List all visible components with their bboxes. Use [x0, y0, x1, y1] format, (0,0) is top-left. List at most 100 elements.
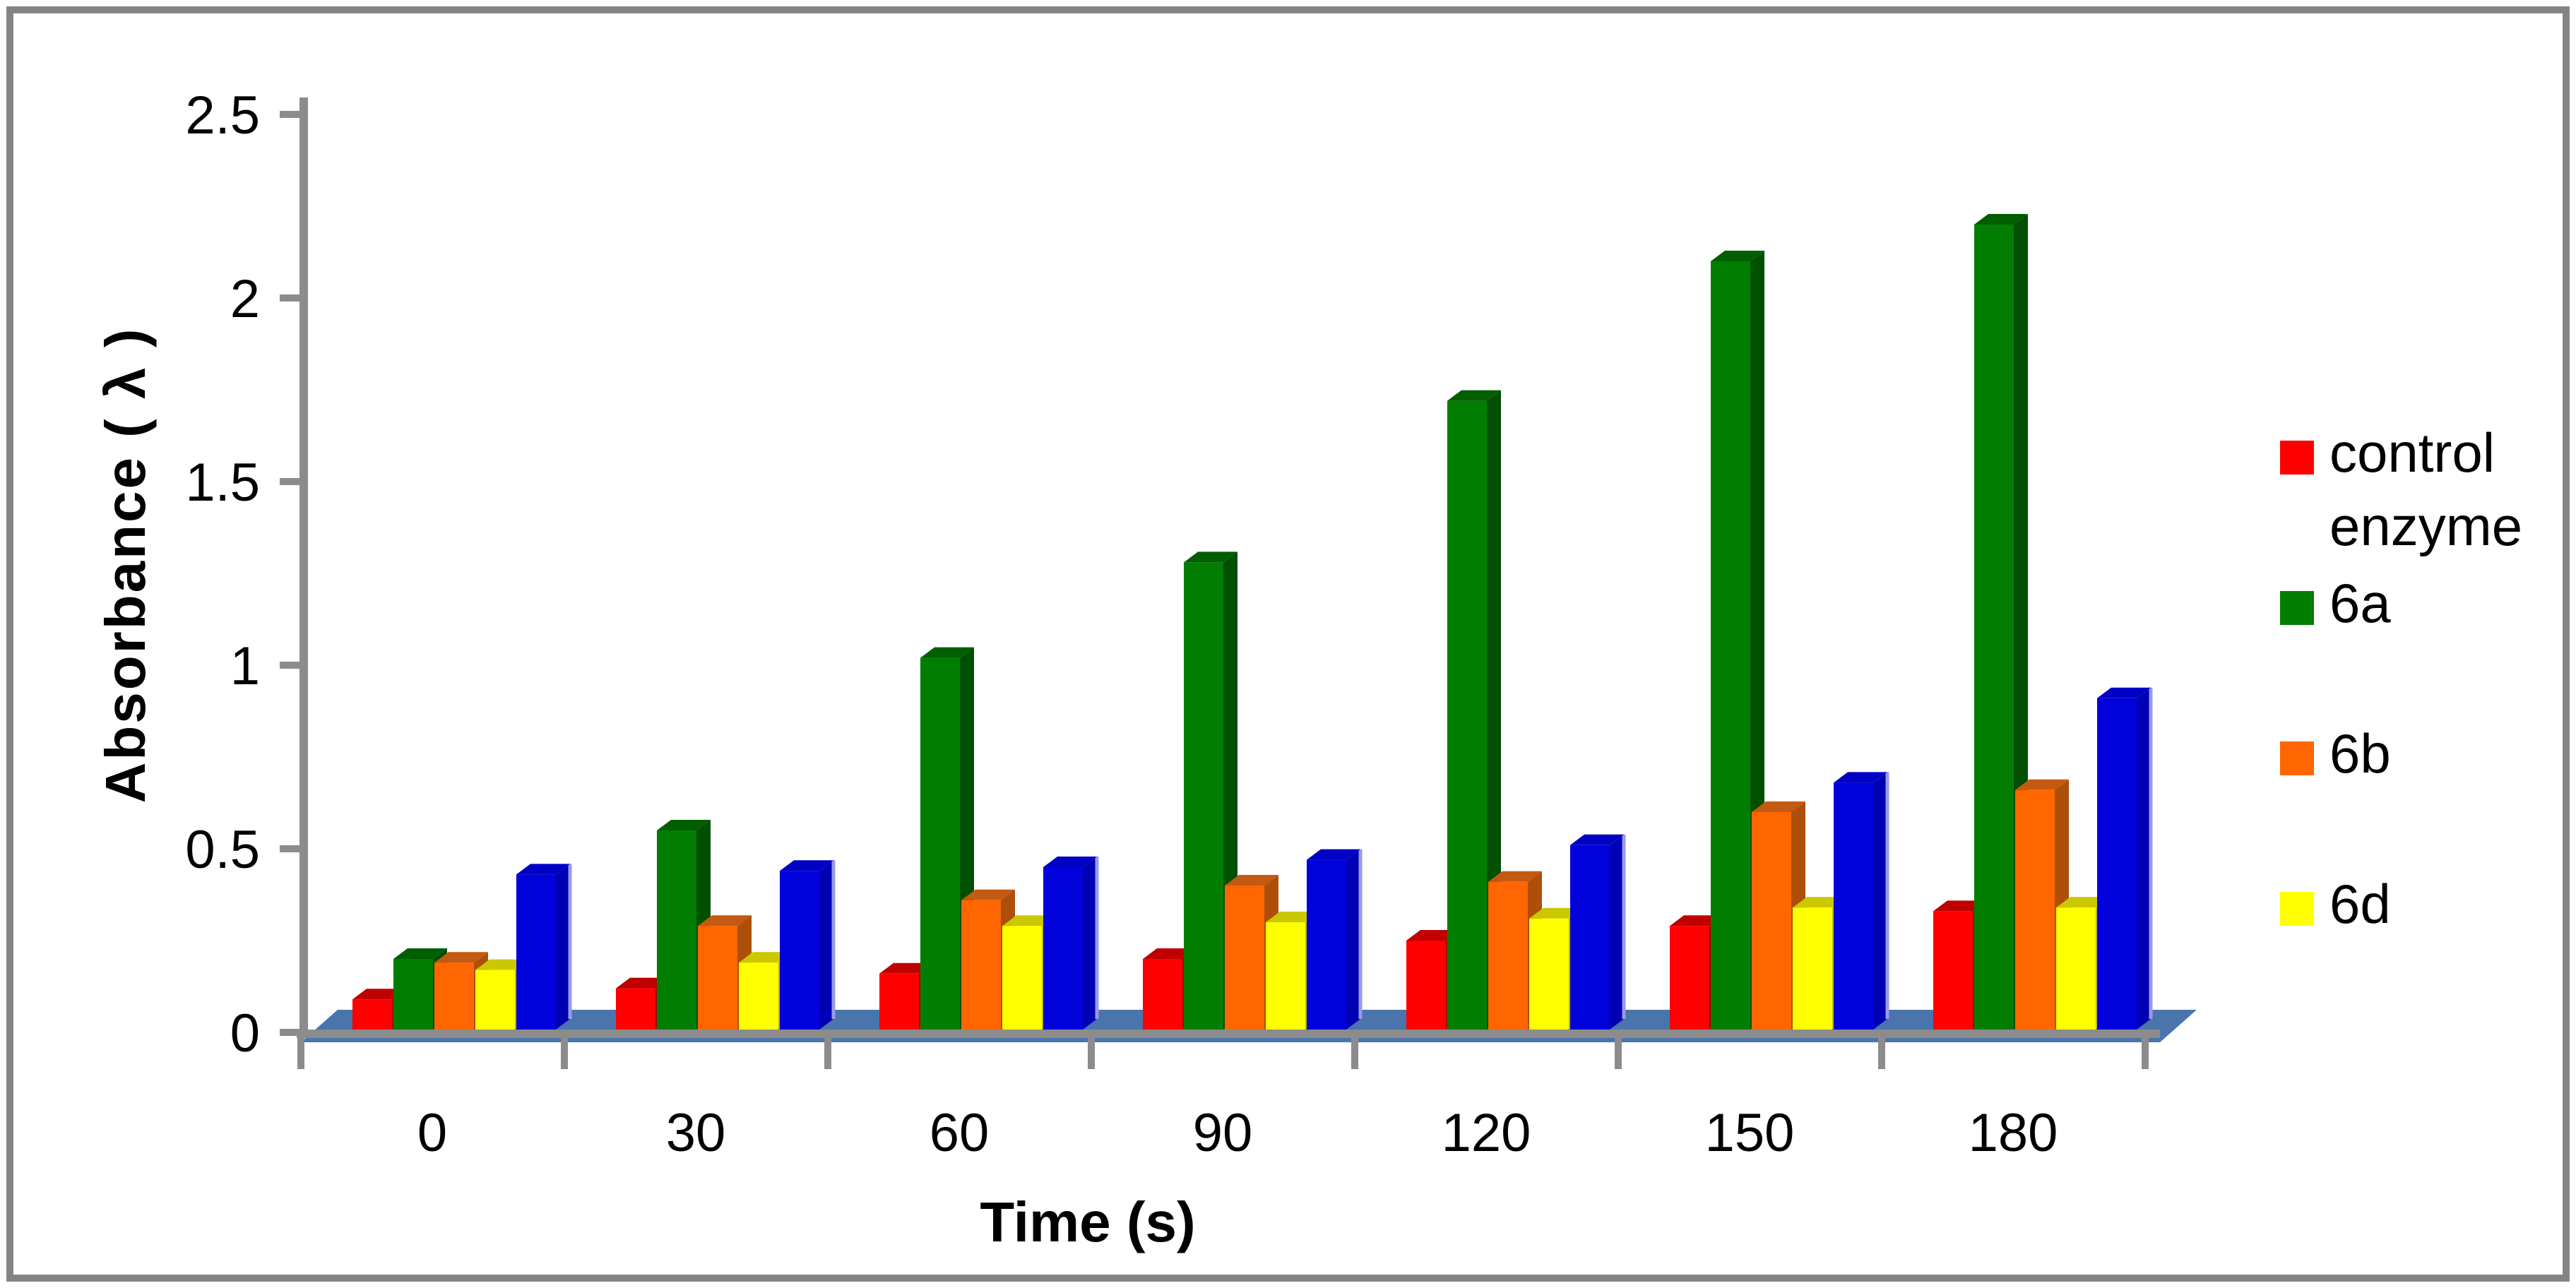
bar-front-face: [1711, 261, 1750, 1030]
bar-group-60: [879, 647, 1099, 1030]
bar-top-face: [1043, 857, 1097, 867]
bar-front-face: [1793, 907, 1832, 1030]
x-axis-tick-labels: 0 30 60 90 120 150 180: [417, 1103, 2058, 1163]
bar-series-5-t150: [1834, 772, 1889, 1030]
bar-top-face: [1488, 871, 1542, 882]
legend-label-control-enzyme-line1: control: [2329, 422, 2495, 484]
chart-frame: [6, 6, 2570, 1282]
legend-item-6b: 6b: [2280, 722, 2391, 785]
bar-6b-t90: [1225, 875, 1278, 1030]
bar-side-face: [1346, 849, 1360, 1030]
y-tick-label-2: 2: [230, 269, 260, 329]
bar-front-face: [2097, 698, 2137, 1030]
x-axis-title: Time (s): [980, 1191, 1195, 1253]
bar-top-face: [434, 952, 488, 963]
bar-front-face: [1488, 881, 1528, 1030]
bar-top-face: [2015, 779, 2069, 790]
y-tick-label-1: 1: [230, 636, 260, 696]
bar-side-face: [556, 864, 570, 1030]
bar-series-5-t30: [780, 860, 836, 1030]
bar-front-face: [516, 874, 556, 1030]
bar-top-face: [1406, 930, 1460, 941]
bar-front-face: [1002, 926, 1042, 1030]
y-tick-label-2.5: 2.5: [185, 85, 260, 145]
bar-side-face: [1610, 834, 1624, 1030]
bar-top-face: [879, 962, 933, 974]
bar-side-face: [819, 860, 833, 1030]
bar-front-face: [352, 999, 392, 1030]
bar-top-face: [1752, 801, 1805, 812]
bar-front-face: [920, 657, 960, 1030]
bar-top-face: [1933, 900, 1987, 912]
bar-top-face: [1570, 834, 1624, 845]
bar-top-face: [2056, 897, 2110, 908]
bar-6a-t120: [1447, 390, 1501, 1030]
bar-side-face: [1083, 857, 1097, 1030]
bar-front-face: [1447, 400, 1487, 1030]
bar-front-face: [2015, 789, 2055, 1030]
bar-front-face: [1143, 959, 1182, 1030]
bar-front-face: [1834, 782, 1873, 1030]
legend-label-control-enzyme-line2: enzyme: [2329, 495, 2522, 557]
bar-top-face: [1447, 390, 1501, 401]
bar-top-face: [739, 952, 793, 963]
x-tick-label-0: 0: [417, 1103, 447, 1163]
bar-front-face: [1184, 562, 1223, 1030]
bar-series: [352, 214, 2153, 1030]
y-tick-label-0: 0: [230, 1003, 260, 1063]
bar-top-face: [475, 959, 529, 970]
bar-group-180: [1933, 214, 2153, 1030]
x-tick-label-30: 30: [666, 1103, 726, 1163]
legend-swatch-6a: [2280, 591, 2314, 625]
bar-6b-t30: [698, 915, 752, 1030]
bar-top-face: [2097, 687, 2151, 698]
bar-top-face: [920, 647, 974, 658]
bar-series-5-t90: [1307, 849, 1363, 1030]
legend-swatch-control-enzyme: [2280, 441, 2314, 475]
legend: control enzyme 6a 6b 6d: [2280, 422, 2522, 935]
legend-label-6d-line1: 6d: [2329, 873, 2391, 935]
bar-top-face: [698, 915, 752, 926]
bar-front-face: [739, 962, 778, 1030]
bar-front-face: [1933, 911, 1973, 1030]
bar-front-face: [657, 830, 696, 1030]
bar-series-5-t60: [1043, 857, 1099, 1030]
bar-front-face: [1307, 859, 1346, 1030]
bar-front-face: [393, 959, 433, 1030]
bar-top-face: [1266, 912, 1319, 922]
bar-top-face: [1529, 907, 1583, 919]
bar-front-face: [1529, 918, 1569, 1030]
bar-group-120: [1406, 390, 1626, 1030]
legend-item-6a: 6a: [2280, 572, 2391, 634]
bar-group-150: [1670, 251, 1889, 1030]
bar-series-5-t180: [2097, 687, 2153, 1030]
legend-item-control-enzyme: control enzyme: [2280, 422, 2522, 557]
y-axis-title: Absorbance ( λ ): [94, 327, 157, 804]
bar-front-face: [1266, 922, 1305, 1030]
y-tick-label-0.5: 0.5: [185, 820, 260, 880]
bar-top-face: [1225, 875, 1278, 886]
legend-label-6a-line1: 6a: [2329, 572, 2391, 634]
y-axis-tick-labels: 0 0.5 1 1.5 2 2.5: [185, 85, 260, 1063]
bar-side-face: [1873, 772, 1887, 1030]
legend-label-6b-line1: 6b: [2329, 722, 2391, 785]
x-tick-label-180: 180: [1969, 1103, 2058, 1163]
bar-top-face: [393, 948, 447, 959]
bar-front-face: [1974, 225, 2014, 1030]
bar-front-face: [616, 988, 655, 1030]
x-tick-label-120: 120: [1442, 1103, 1531, 1163]
bar-group-0: [352, 864, 572, 1030]
bar-top-face: [1834, 772, 1887, 783]
bar-front-face: [879, 973, 919, 1030]
bar-top-face: [1143, 948, 1197, 959]
bar-top-face: [1974, 214, 2028, 225]
legend-swatch-6d: [2280, 892, 2314, 926]
bar-top-face: [657, 820, 711, 830]
bar-front-face: [780, 871, 819, 1030]
y-tick-label-1.5: 1.5: [185, 453, 260, 513]
bar-top-face: [616, 977, 670, 989]
bar-top-face: [516, 864, 570, 875]
bar-front-face: [961, 900, 1001, 1030]
bar-front-face: [475, 970, 515, 1030]
